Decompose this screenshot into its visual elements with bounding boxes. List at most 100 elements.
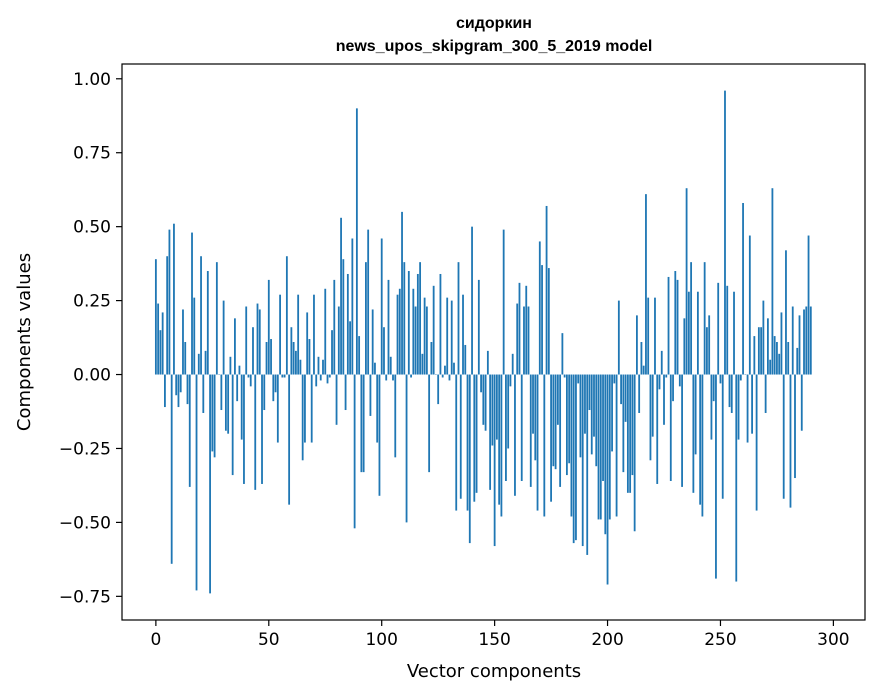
- bar-56: [281, 374, 284, 378]
- bar-126: [439, 273, 442, 375]
- bar-58: [285, 256, 288, 375]
- bar-203: [613, 374, 616, 384]
- bar-280: [787, 342, 790, 375]
- bar-199: [604, 374, 607, 535]
- bar-225: [663, 374, 665, 425]
- bar-72: [317, 356, 320, 375]
- bar-196: [597, 374, 600, 520]
- bar-92: [362, 374, 365, 473]
- bar-93: [365, 262, 367, 375]
- bar-48: [263, 374, 266, 411]
- bar-169: [536, 374, 539, 511]
- bar-24: [209, 374, 211, 594]
- bar-229: [672, 374, 674, 402]
- bar-251: [721, 374, 724, 499]
- bar-254: [728, 374, 731, 408]
- bar-253: [726, 285, 729, 375]
- bar-5: [166, 256, 169, 375]
- bar-47: [261, 374, 263, 484]
- bar-76: [326, 374, 329, 384]
- bar-268: [760, 327, 763, 375]
- bar-271: [766, 318, 769, 375]
- bar-243: [703, 262, 706, 375]
- bar-207: [622, 374, 625, 473]
- bar-279: [785, 250, 787, 375]
- bar-129: [446, 297, 449, 375]
- bar-142: [475, 374, 478, 493]
- bar-165: [527, 306, 530, 375]
- bar-110: [403, 262, 406, 375]
- bar-181: [563, 374, 566, 378]
- bar-248: [715, 374, 717, 579]
- bar-99: [378, 374, 381, 496]
- y-tick-label: 0.75: [73, 144, 111, 164]
- bar-83: [342, 259, 345, 375]
- bar-210: [629, 374, 632, 493]
- bar-52: [272, 374, 275, 402]
- bar-44: [254, 374, 257, 490]
- bar-192: [588, 374, 591, 411]
- bar-157: [509, 374, 512, 387]
- bar-277: [780, 312, 783, 375]
- bar-132: [453, 362, 455, 375]
- bar-228: [669, 374, 672, 481]
- bar-187: [577, 374, 580, 384]
- bar-170: [538, 241, 541, 375]
- bar-163: [523, 306, 525, 375]
- bar-61: [292, 342, 295, 375]
- bar-283: [794, 374, 796, 479]
- bar-162: [520, 374, 523, 481]
- bar-98: [376, 374, 379, 443]
- x-tick-label: 300: [817, 630, 849, 650]
- bar-37: [238, 365, 241, 375]
- bar-204: [615, 374, 618, 517]
- bar-231: [676, 279, 679, 375]
- bar-111: [405, 374, 408, 523]
- bar-282: [791, 306, 794, 375]
- bar-198: [602, 374, 604, 481]
- bar-237: [690, 262, 693, 375]
- bar-245: [708, 315, 711, 375]
- bar-30: [222, 300, 225, 375]
- bar-65: [301, 374, 304, 461]
- bar-73: [319, 374, 322, 381]
- bar-180: [561, 333, 564, 375]
- bar-77: [328, 374, 331, 378]
- bar-14: [186, 374, 189, 405]
- bar-264: [751, 374, 753, 434]
- bar-182: [565, 374, 568, 476]
- bar-122: [430, 342, 433, 375]
- bar-11: [179, 374, 182, 393]
- bar-202: [611, 374, 613, 452]
- bar-15: [188, 374, 191, 487]
- bar-64: [299, 359, 302, 375]
- bar-223: [658, 374, 661, 390]
- bar-139: [468, 374, 471, 544]
- bar-168: [534, 374, 537, 461]
- bar-246: [710, 374, 713, 440]
- bar-78: [331, 330, 333, 375]
- chart-subtitle: news_upos_skipgram_300_5_2019 model: [336, 38, 653, 55]
- bar-190: [584, 374, 586, 434]
- bar-155: [505, 374, 507, 481]
- bar-214: [638, 374, 641, 413]
- bar-55: [279, 294, 281, 375]
- x-axis-ticks: 0 50 100 150 200 250 300: [150, 620, 850, 650]
- bar-174: [547, 268, 550, 375]
- bar-186: [575, 374, 577, 541]
- bar-239: [694, 374, 697, 455]
- bar-60: [290, 327, 293, 375]
- bar-4: [164, 374, 166, 408]
- bar-275: [776, 342, 778, 375]
- bar-8: [173, 223, 175, 375]
- y-tick-label: 0.00: [73, 366, 111, 386]
- bar-29: [220, 374, 223, 411]
- bar-32: [227, 374, 230, 434]
- bar-3: [161, 312, 164, 375]
- bar-20: [200, 256, 202, 375]
- bar-232: [678, 374, 681, 387]
- bar-255: [730, 374, 733, 413]
- bar-131: [450, 300, 453, 375]
- bar-66: [304, 374, 306, 443]
- x-tick-label: 200: [591, 630, 623, 650]
